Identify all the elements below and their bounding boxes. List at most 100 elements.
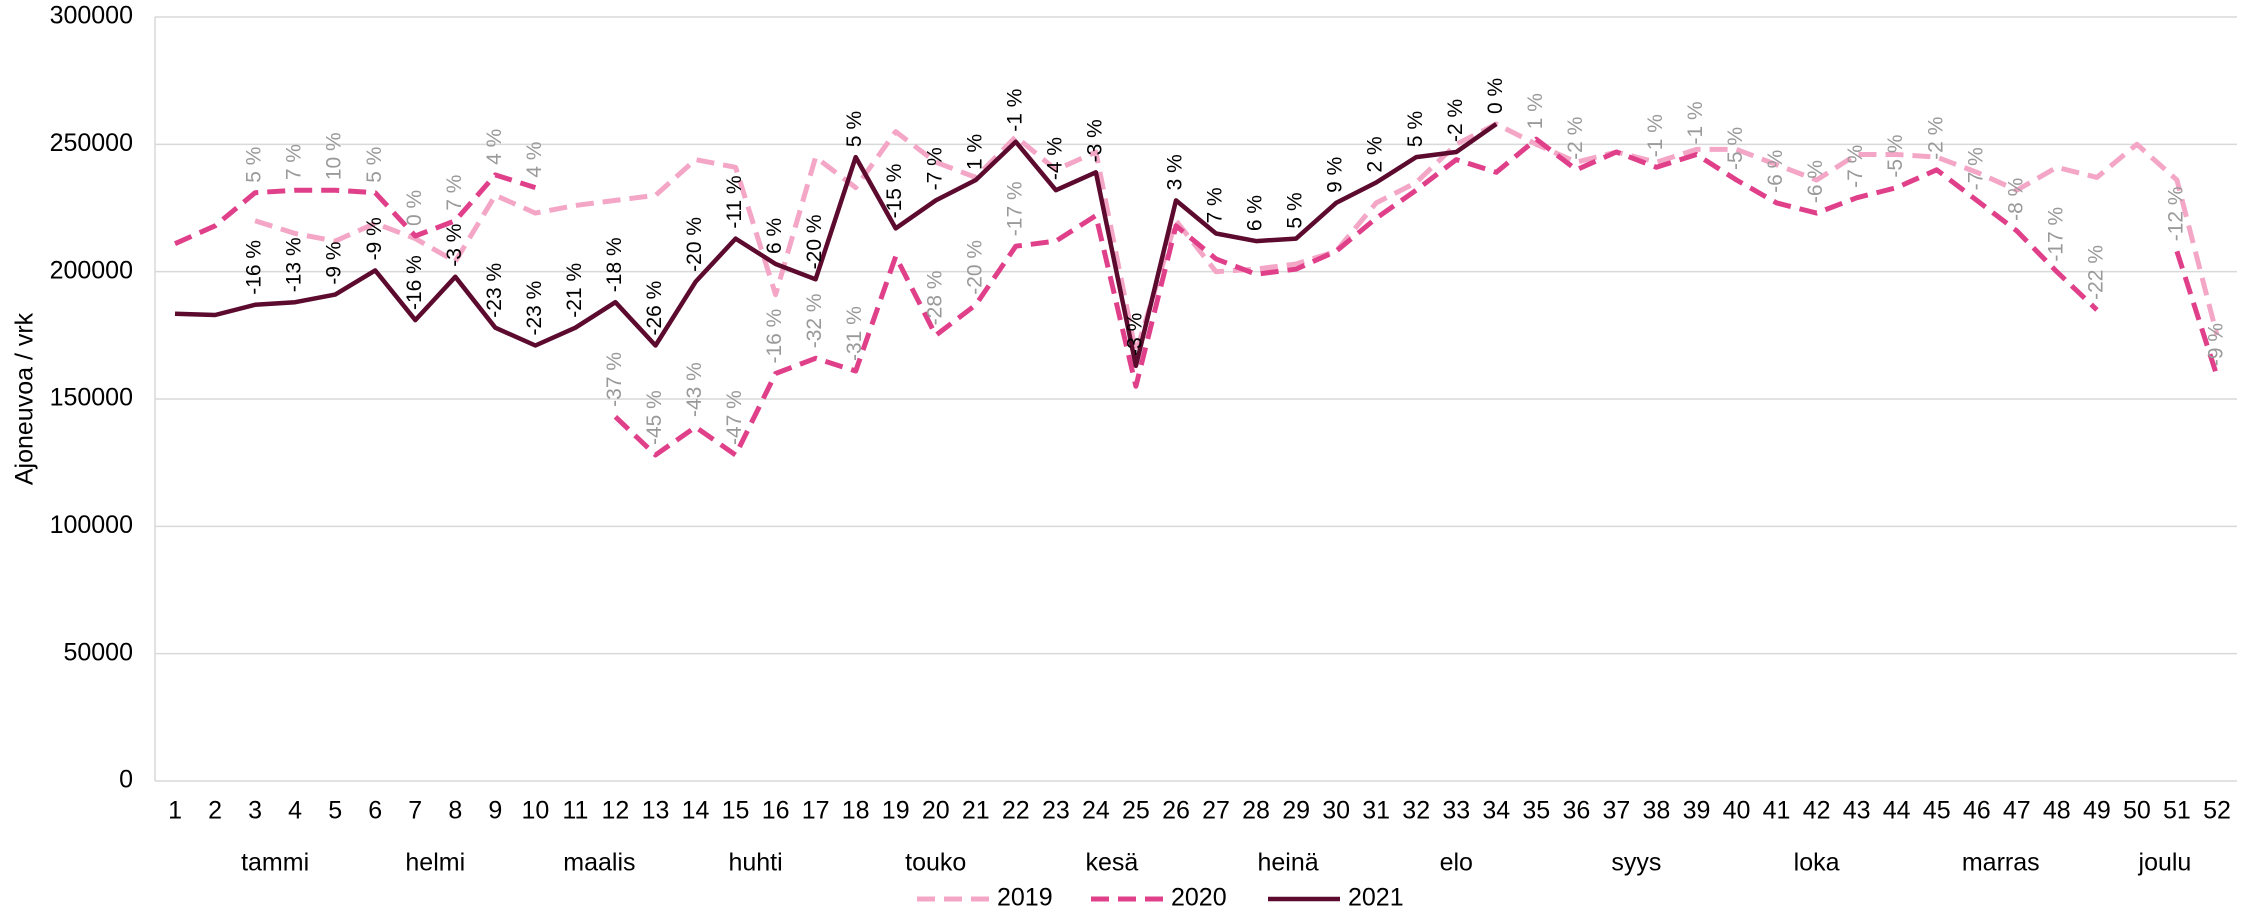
change-label: -45 %: [643, 390, 666, 445]
x-tick-label: 49: [2083, 797, 2111, 825]
change-label: -23 %: [483, 263, 506, 318]
change-label: -43 %: [683, 362, 706, 417]
change-label: -28 %: [923, 270, 946, 325]
series-line: [174, 122, 1498, 369]
month-label: tammi: [241, 849, 309, 877]
change-label: 5 %: [1284, 192, 1307, 228]
x-tick-label: 5: [328, 797, 342, 825]
change-label: 10 %: [323, 132, 346, 180]
change-label: 5 %: [243, 147, 266, 183]
x-tick-label: 28: [1242, 797, 1270, 825]
x-tick-label: 30: [1322, 797, 1350, 825]
x-tick-label: 33: [1442, 797, 1470, 825]
series-line: [254, 121, 2220, 356]
change-label: -16 %: [763, 309, 786, 364]
change-label: -26 %: [643, 281, 666, 336]
x-tick-label: 2: [208, 797, 222, 825]
change-label: 4 %: [483, 129, 506, 165]
change-label: 6 %: [763, 218, 786, 254]
y-tick-label: 250000: [50, 129, 133, 157]
x-tick-label: 35: [1522, 797, 1550, 825]
change-label: -2 %: [1444, 99, 1467, 142]
x-tick-label: 10: [521, 797, 549, 825]
change-label: -2 %: [1564, 117, 1587, 160]
legend-label: 2020: [1171, 884, 1227, 912]
x-tick-label: 50: [2123, 797, 2151, 825]
x-tick-label: 25: [1122, 797, 1150, 825]
change-label: 5 %: [843, 111, 866, 147]
month-label: loka: [1794, 849, 1840, 877]
x-tick-label: 6: [368, 797, 382, 825]
x-tick-label: 22: [1002, 797, 1030, 825]
change-label: -32 %: [803, 293, 826, 348]
x-tick-label: 20: [922, 797, 950, 825]
change-label: -31 %: [843, 306, 866, 361]
month-label: syys: [1611, 849, 1661, 877]
y-tick-label: 50000: [63, 638, 133, 666]
x-tick-label: 37: [1602, 797, 1630, 825]
x-tick-label: 7: [408, 797, 422, 825]
y-tick-label: 200000: [50, 256, 133, 284]
change-label: 2 %: [1364, 136, 1387, 172]
change-label: 0 %: [1484, 78, 1507, 114]
change-label: -7 %: [1844, 145, 1867, 188]
change-label: -11 %: [723, 175, 746, 228]
y-tick-label: 0: [119, 766, 133, 794]
change-label: -13 %: [283, 237, 306, 292]
change-label: -23 %: [523, 281, 546, 336]
change-label: -20 %: [803, 214, 826, 269]
x-tick-label: 41: [1763, 797, 1791, 825]
month-label: touko: [905, 849, 966, 877]
change-label: 1 %: [1524, 93, 1547, 129]
month-label: kesä: [1086, 849, 1139, 877]
change-label: -17 %: [2044, 207, 2067, 262]
x-tick-label: 29: [1282, 797, 1310, 825]
y-tick-label: 300000: [50, 2, 133, 30]
x-tick-label: 27: [1202, 797, 1230, 825]
x-tick-label: 23: [1042, 797, 1070, 825]
legend-label: 2021: [1348, 884, 1404, 912]
x-tick-label: 15: [722, 797, 750, 825]
change-label: -20 %: [963, 240, 986, 295]
change-label: 6 %: [1244, 195, 1267, 231]
x-tick-label: 21: [962, 797, 990, 825]
change-label: -2 %: [1924, 117, 1947, 160]
x-tick-label: 51: [2163, 797, 2191, 825]
month-label: marras: [1962, 849, 2040, 877]
change-label: -21 %: [563, 263, 586, 318]
y-tick-label: 150000: [50, 384, 133, 412]
x-tick-label: 17: [802, 797, 830, 825]
x-tick-label: 39: [1683, 797, 1711, 825]
x-tick-label: 34: [1482, 797, 1510, 825]
change-label: 7 %: [1204, 187, 1227, 223]
x-tick-label: 43: [1843, 797, 1871, 825]
x-tick-label: 44: [1883, 797, 1911, 825]
change-label: -8 %: [2004, 178, 2027, 221]
change-label: 5 %: [1404, 111, 1427, 147]
change-label: -5 %: [1724, 127, 1747, 170]
x-tick-label: 4: [288, 797, 302, 825]
x-tick-label: 9: [488, 797, 502, 825]
change-label: -47 %: [723, 390, 746, 445]
x-tick-label: 47: [2003, 797, 2031, 825]
change-label: -1 %: [1003, 89, 1026, 132]
x-tick-label: 12: [602, 797, 630, 825]
change-label: 7 %: [283, 144, 306, 180]
month-label: helmi: [405, 849, 465, 877]
x-tick-label: 19: [882, 797, 910, 825]
y-tick-label: 100000: [50, 511, 133, 539]
x-tick-label: 52: [2203, 797, 2231, 825]
x-tick-label: 32: [1402, 797, 1430, 825]
change-label: -9 %: [2205, 323, 2228, 366]
x-tick-label: 1: [168, 797, 182, 825]
change-label: -16 %: [403, 255, 426, 310]
change-label: 0 %: [403, 190, 426, 226]
change-label: -22 %: [2084, 245, 2107, 300]
change-label: -37 %: [603, 352, 626, 407]
x-tick-label: 11: [562, 797, 588, 825]
change-label: 3 %: [1164, 154, 1187, 190]
x-tick-label: 45: [1923, 797, 1951, 825]
change-label: -18 %: [603, 237, 626, 292]
change-label: -6 %: [1764, 150, 1787, 193]
